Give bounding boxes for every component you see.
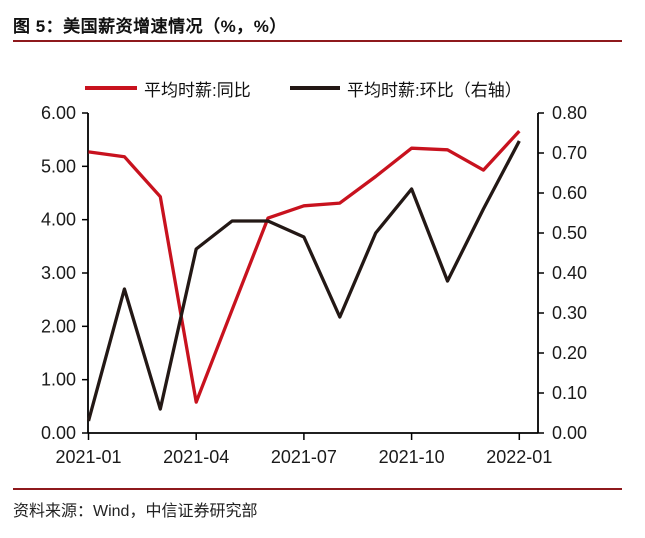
legend-swatch-mom [290, 86, 340, 90]
y-axis-right-label: 0.70 [552, 143, 587, 163]
y-axis-right-label: 0.60 [552, 183, 587, 203]
legend-label-yoy: 平均时薪:同比 [144, 80, 251, 100]
y-axis-left-label: 5.00 [41, 156, 76, 176]
x-axis-label: 2021-04 [163, 447, 229, 467]
y-axis-right-label: 0.20 [552, 343, 587, 363]
figure-title: 图 5：美国薪资增速情况（%，%） [13, 17, 287, 36]
x-axis-label: 2021-01 [55, 447, 121, 467]
x-axis-label: 2022-01 [486, 447, 552, 467]
y-axis-right-label: 0.80 [552, 103, 587, 123]
y-axis-left-label: 0.00 [41, 423, 76, 443]
y-axis-right-label: 0.50 [552, 223, 587, 243]
title-underline [13, 40, 622, 42]
x-axis-label: 2021-07 [271, 447, 337, 467]
y-axis-left-label: 3.00 [41, 263, 76, 283]
y-axis-left-label: 1.00 [41, 370, 76, 390]
y-axis-right-label: 0.00 [552, 423, 587, 443]
series-line-mom [86, 140, 521, 422]
x-axis-label: 2021-10 [379, 447, 445, 467]
y-axis-left-label: 2.00 [41, 316, 76, 336]
legend-item-yoy: 平均时薪:同比 [85, 77, 251, 100]
source-note: 资料来源：Wind，中信证券研究部 [13, 503, 258, 520]
legend-label-mom: 平均时薪:环比（右轴） [347, 80, 522, 100]
y-axis-right-label: 0.30 [552, 303, 587, 323]
chart-legend: 平均时薪:同比 平均时薪:环比（右轴） [0, 77, 645, 100]
legend-item-mom: 平均时薪:环比（右轴） [290, 77, 522, 100]
y-axis-right-label: 0.10 [552, 383, 587, 403]
y-axis-right-label: 0.40 [552, 263, 587, 283]
source-divider [13, 488, 622, 490]
legend-swatch-yoy [85, 86, 137, 90]
y-axis-left-label: 4.00 [41, 210, 76, 230]
y-axis-left-label: 6.00 [41, 103, 76, 123]
series-line-yoy [88, 129, 521, 404]
